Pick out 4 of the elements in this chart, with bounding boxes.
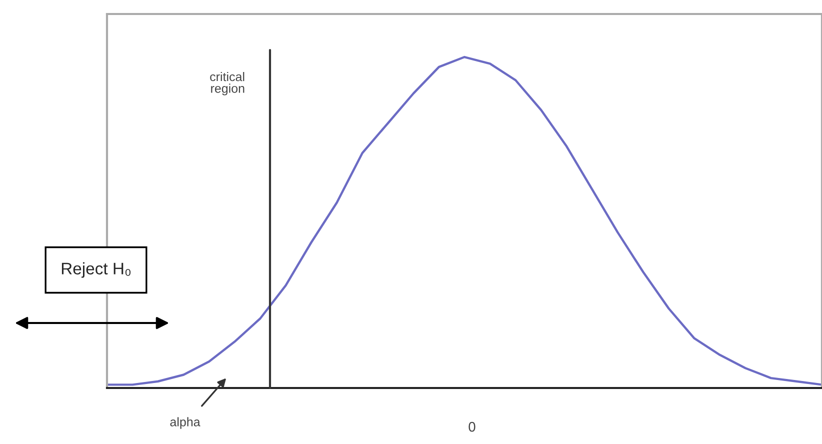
annotation: critical region	[210, 72, 244, 96]
text: alpha	[170, 417, 200, 429]
annotation: Reject H₀	[62, 262, 130, 278]
text: 0	[468, 422, 476, 432]
